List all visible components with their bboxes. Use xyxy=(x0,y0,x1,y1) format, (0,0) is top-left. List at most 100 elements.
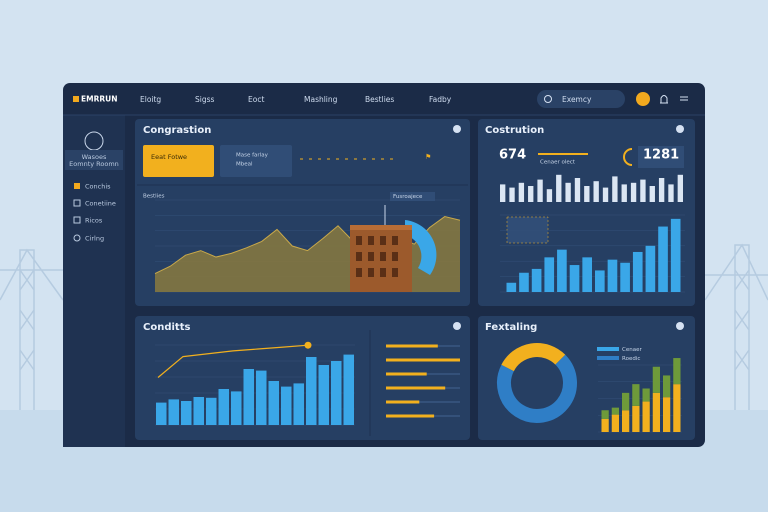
bar xyxy=(544,257,555,292)
forecasting-chart xyxy=(497,343,682,433)
side-icon xyxy=(73,216,81,224)
side-icon xyxy=(73,234,81,242)
bar xyxy=(574,178,581,202)
bar xyxy=(612,176,618,202)
bar xyxy=(537,179,543,202)
donut-segment xyxy=(501,343,566,372)
bar xyxy=(640,179,646,202)
panel-button[interactable] xyxy=(453,322,461,330)
bar xyxy=(256,370,267,425)
search-box[interactable] xyxy=(537,90,625,108)
bar xyxy=(343,354,354,425)
building-illustration xyxy=(350,205,437,292)
profile-name: Wasoes xyxy=(82,153,107,161)
profile-box xyxy=(65,150,123,170)
chart-label: Bestlies xyxy=(143,194,165,200)
bar xyxy=(630,182,637,202)
stack-bar xyxy=(601,410,609,419)
nav-item[interactable]: Sigss xyxy=(195,95,215,104)
bar xyxy=(218,389,229,425)
stack-bar xyxy=(663,397,671,432)
stack-bar xyxy=(652,366,660,393)
bar xyxy=(677,174,683,202)
bar xyxy=(632,251,643,292)
info-card xyxy=(220,145,292,177)
construction-chart xyxy=(500,174,685,293)
alert-text: Eeat Fotwe xyxy=(151,153,187,161)
bar xyxy=(620,262,630,292)
bar xyxy=(268,381,279,425)
bar xyxy=(593,181,599,202)
nav-item[interactable]: Eoct xyxy=(248,95,264,104)
callout-box xyxy=(506,216,549,244)
nav-item[interactable]: Mashling xyxy=(304,95,338,104)
avatar[interactable] xyxy=(636,92,650,106)
bar xyxy=(556,174,562,202)
panel-button[interactable] xyxy=(676,125,684,133)
nav-item[interactable]: Fadby xyxy=(429,95,452,104)
bar xyxy=(557,249,567,292)
bar xyxy=(509,187,515,202)
bar xyxy=(331,361,342,425)
profile-role: Eomnty Roomn xyxy=(69,160,119,168)
progress-bar xyxy=(386,358,460,362)
line xyxy=(157,344,309,378)
bar xyxy=(602,187,609,202)
bar xyxy=(531,268,542,292)
crane-right xyxy=(704,243,768,410)
panel-button[interactable] xyxy=(676,322,684,330)
nav-item[interactable]: Eloitg xyxy=(140,95,161,104)
stack-bar xyxy=(673,384,681,432)
stack-bar xyxy=(611,414,619,432)
bar xyxy=(569,265,580,292)
side-icon xyxy=(74,183,80,189)
progress-bar xyxy=(386,414,435,418)
donut-segment xyxy=(497,354,577,423)
bell-icon[interactable] xyxy=(660,95,668,104)
crane-left xyxy=(0,248,64,410)
stack-bar xyxy=(652,392,660,432)
sidebar xyxy=(63,115,125,447)
stack-bar xyxy=(611,407,619,415)
indicator: ⚑ xyxy=(425,153,431,161)
search-text[interactable]: Exemcy xyxy=(562,95,592,104)
bar xyxy=(518,182,525,202)
stat-box xyxy=(638,146,684,168)
bar xyxy=(645,245,656,292)
info-sub: Mbeal xyxy=(236,162,253,168)
bar xyxy=(500,184,506,202)
bar xyxy=(546,189,553,202)
brand-icon xyxy=(73,96,79,102)
panel-title: Costrution xyxy=(485,125,544,136)
callout: Fusroajece xyxy=(393,194,423,200)
stack-bar xyxy=(622,392,630,411)
stack-bar xyxy=(622,410,630,432)
gauge xyxy=(623,148,633,166)
progress-bar xyxy=(386,386,446,390)
legend-label: Roedic xyxy=(622,356,640,362)
conduits-chart xyxy=(155,341,460,426)
bar xyxy=(582,257,592,292)
alert-card[interactable] xyxy=(143,145,214,177)
panel-button[interactable] xyxy=(453,125,461,133)
bar xyxy=(565,182,571,202)
nav-item[interactable]: Bestlies xyxy=(365,95,394,104)
side-item[interactable]: Cirlng xyxy=(85,235,104,243)
side-item[interactable]: Conetiine xyxy=(85,200,116,208)
bar xyxy=(181,401,192,425)
panel-title: Congrastion xyxy=(143,125,211,136)
stack-bar xyxy=(632,384,640,406)
panel-title: Conditts xyxy=(143,322,190,333)
panel-title: Fextaling xyxy=(485,322,537,333)
bar xyxy=(668,184,674,202)
bar xyxy=(306,357,317,425)
bar xyxy=(293,383,304,425)
bar xyxy=(528,186,534,202)
side-item[interactable]: Conchis xyxy=(85,183,111,191)
side-item[interactable]: Ricos xyxy=(85,217,103,225)
stack-bar xyxy=(632,405,640,432)
menu-icon[interactable] xyxy=(680,96,688,101)
bar xyxy=(607,259,618,292)
